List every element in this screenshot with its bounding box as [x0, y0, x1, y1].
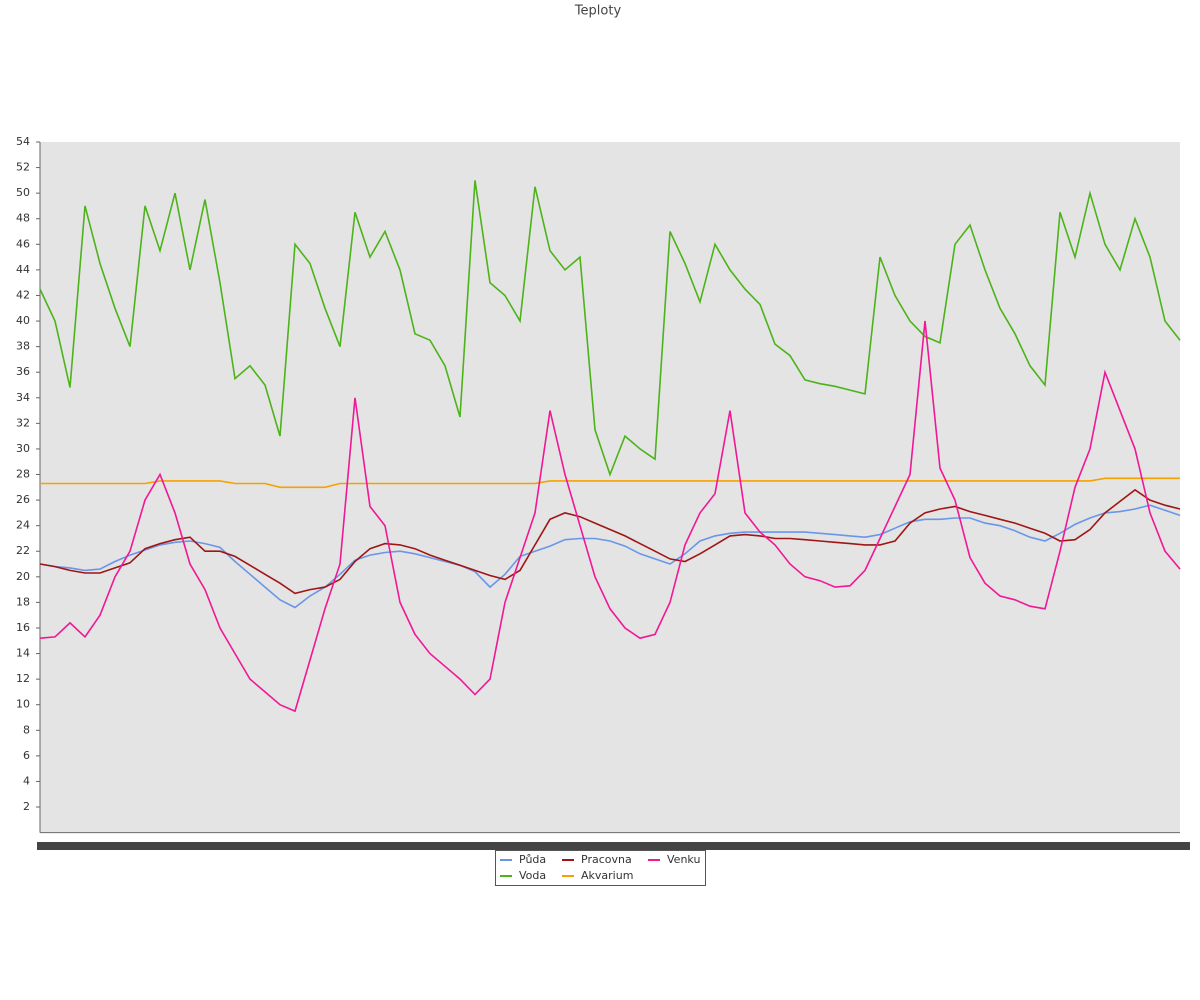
- y-tick-label: 48: [16, 212, 30, 225]
- y-tick-label: 26: [16, 493, 30, 506]
- y-tick-label: 52: [16, 161, 30, 174]
- y-tick-label: 20: [16, 570, 30, 583]
- legend-label: Voda: [519, 869, 546, 882]
- y-tick-label: 8: [23, 723, 30, 736]
- x-axis-labels-overlap: [37, 842, 1190, 850]
- legend-label: Venku: [667, 853, 700, 866]
- y-tick-label: 44: [16, 263, 30, 276]
- y-tick-label: 50: [16, 186, 30, 199]
- legend-label: Pracovna: [581, 853, 632, 866]
- y-tick-label: 22: [16, 544, 30, 557]
- y-tick-label: 4: [23, 774, 30, 787]
- plot-area: [40, 142, 1180, 832]
- y-tick-label: 34: [16, 391, 30, 404]
- y-tick-label: 42: [16, 288, 30, 301]
- y-tick-label: 2: [23, 800, 30, 813]
- legend-label: Půda: [519, 853, 546, 866]
- y-tick-label: 16: [16, 621, 30, 634]
- legend-label: Akvarium: [581, 869, 633, 882]
- legend-box: [495, 850, 706, 886]
- y-tick-label: 54: [16, 135, 30, 148]
- line-series: [39, 488, 1181, 595]
- line-series: [39, 320, 1181, 713]
- line-series: [39, 504, 1181, 609]
- y-tick-label: 38: [16, 340, 30, 353]
- y-tick-label: 18: [16, 595, 30, 608]
- y-tick-label: 6: [23, 749, 30, 762]
- y-tick-label: 10: [16, 698, 30, 711]
- chart-title: Teploty: [574, 4, 622, 19]
- y-tick-label: 14: [16, 647, 30, 660]
- line-series: [40, 477, 1180, 489]
- y-tick-label: 12: [16, 672, 30, 685]
- y-tick-label: 32: [16, 416, 30, 429]
- y-tick-label: 46: [16, 237, 30, 250]
- y-tick-label: 40: [16, 314, 30, 327]
- y-tick-label: 36: [16, 365, 30, 378]
- y-tick-label: 24: [16, 519, 30, 532]
- y-tick-label: 30: [16, 442, 30, 455]
- y-tick-label: 28: [16, 468, 30, 481]
- line-series: [39, 180, 1181, 477]
